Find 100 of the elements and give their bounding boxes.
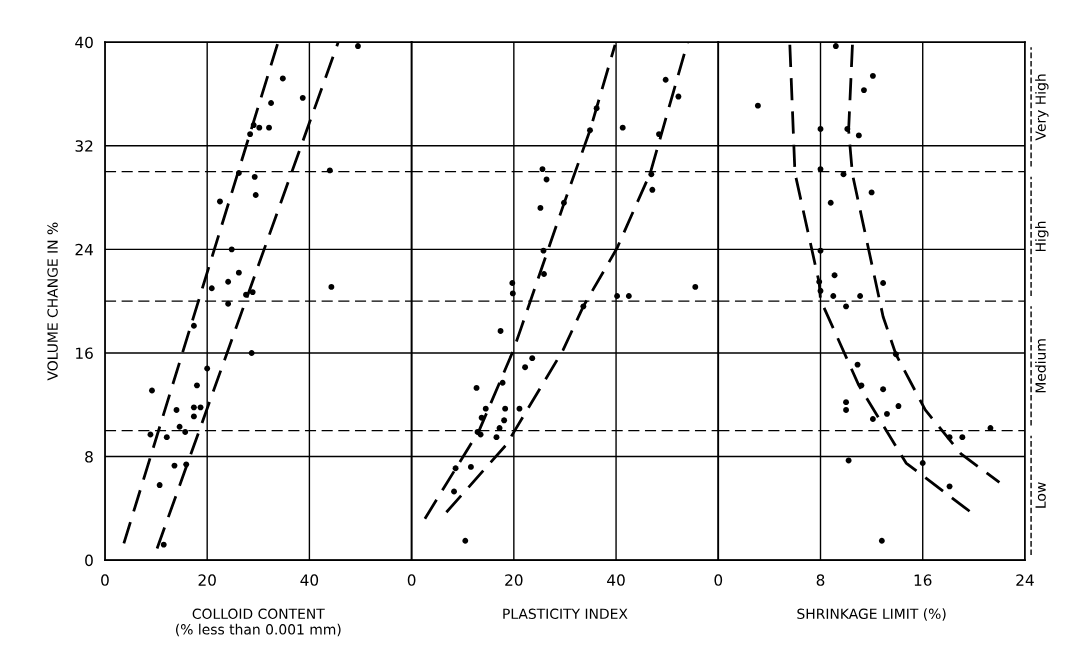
x-axis-title: SHRINKAGE LIMIT (%) <box>797 608 946 621</box>
point <box>541 271 547 277</box>
point <box>250 122 257 128</box>
x-tick-label: 0 <box>407 574 416 586</box>
point <box>593 105 600 112</box>
point <box>235 170 242 176</box>
x-axis-title: PLASTICITY INDEX <box>503 608 628 620</box>
point <box>522 364 529 371</box>
point <box>235 269 242 276</box>
point <box>884 410 890 417</box>
point <box>827 199 834 206</box>
point <box>892 351 899 358</box>
point <box>861 87 867 94</box>
point <box>845 457 852 464</box>
point <box>467 463 474 470</box>
point <box>832 43 839 50</box>
y-tick-label: 24 <box>75 243 93 256</box>
point <box>880 280 887 286</box>
point <box>868 189 875 196</box>
y-tick-label: 16 <box>76 347 93 359</box>
point <box>614 293 621 299</box>
point <box>256 124 263 131</box>
point <box>279 75 286 82</box>
x-tick-label: 0 <box>101 574 109 586</box>
point <box>516 405 523 412</box>
point <box>266 124 272 131</box>
text: Very High <box>1035 74 1049 141</box>
point <box>208 285 215 292</box>
point <box>225 300 232 307</box>
point <box>171 462 178 469</box>
point <box>817 125 824 132</box>
point <box>248 350 255 356</box>
point <box>816 278 823 285</box>
x-axis-title: COLLOID CONTENT (% less than 0.001 mm) <box>176 608 341 637</box>
point <box>817 166 824 173</box>
point <box>537 204 544 211</box>
point <box>843 399 850 406</box>
point <box>204 365 211 372</box>
x-tick-label: 40 <box>300 574 319 586</box>
point <box>478 414 485 421</box>
point <box>830 293 837 299</box>
point <box>473 384 480 391</box>
point <box>326 167 333 174</box>
point <box>509 290 516 297</box>
x-tick-label: 0 <box>714 574 723 586</box>
point <box>182 429 189 435</box>
point <box>251 173 258 180</box>
point <box>147 431 154 438</box>
point <box>268 100 275 106</box>
point <box>858 382 865 389</box>
point <box>946 483 953 490</box>
point <box>497 328 504 334</box>
point <box>675 93 682 100</box>
point <box>619 124 626 131</box>
point <box>452 465 459 472</box>
point <box>959 434 966 441</box>
point <box>625 293 632 299</box>
point <box>539 166 546 173</box>
point <box>328 283 335 290</box>
x-tick-label: 20 <box>505 574 523 586</box>
point <box>880 386 887 393</box>
point <box>854 361 861 368</box>
point <box>243 291 249 298</box>
x-tick-label: 20 <box>198 574 216 586</box>
point <box>580 303 587 310</box>
point <box>843 303 850 310</box>
point <box>869 416 876 422</box>
point <box>156 482 163 488</box>
point <box>855 132 862 139</box>
x-tick-label: 8 <box>816 574 825 586</box>
point <box>831 272 838 279</box>
point <box>662 76 669 83</box>
point <box>869 72 876 79</box>
point <box>843 406 850 413</box>
text: High <box>1035 221 1049 252</box>
point <box>462 537 469 544</box>
point <box>817 247 824 254</box>
point <box>228 246 235 253</box>
point <box>493 434 500 441</box>
point <box>190 322 197 329</box>
point <box>946 434 953 441</box>
y-axis-title: VOLUME CHANGE IN % <box>47 222 58 381</box>
point <box>217 198 223 205</box>
point <box>817 287 824 294</box>
point <box>247 131 254 138</box>
point <box>149 387 155 394</box>
point <box>482 405 489 412</box>
y-tick-label: 0 <box>85 554 93 567</box>
point <box>183 461 190 468</box>
x-tick-label: 24 <box>1016 574 1034 586</box>
point <box>648 171 655 178</box>
point <box>529 355 536 362</box>
point <box>173 406 180 413</box>
x-tick-label: 40 <box>607 574 625 586</box>
point <box>543 176 550 183</box>
point <box>299 94 306 101</box>
point <box>194 382 200 389</box>
y-tick-label: 8 <box>85 451 93 463</box>
point <box>163 434 170 441</box>
x-tick-label: 16 <box>914 574 932 586</box>
